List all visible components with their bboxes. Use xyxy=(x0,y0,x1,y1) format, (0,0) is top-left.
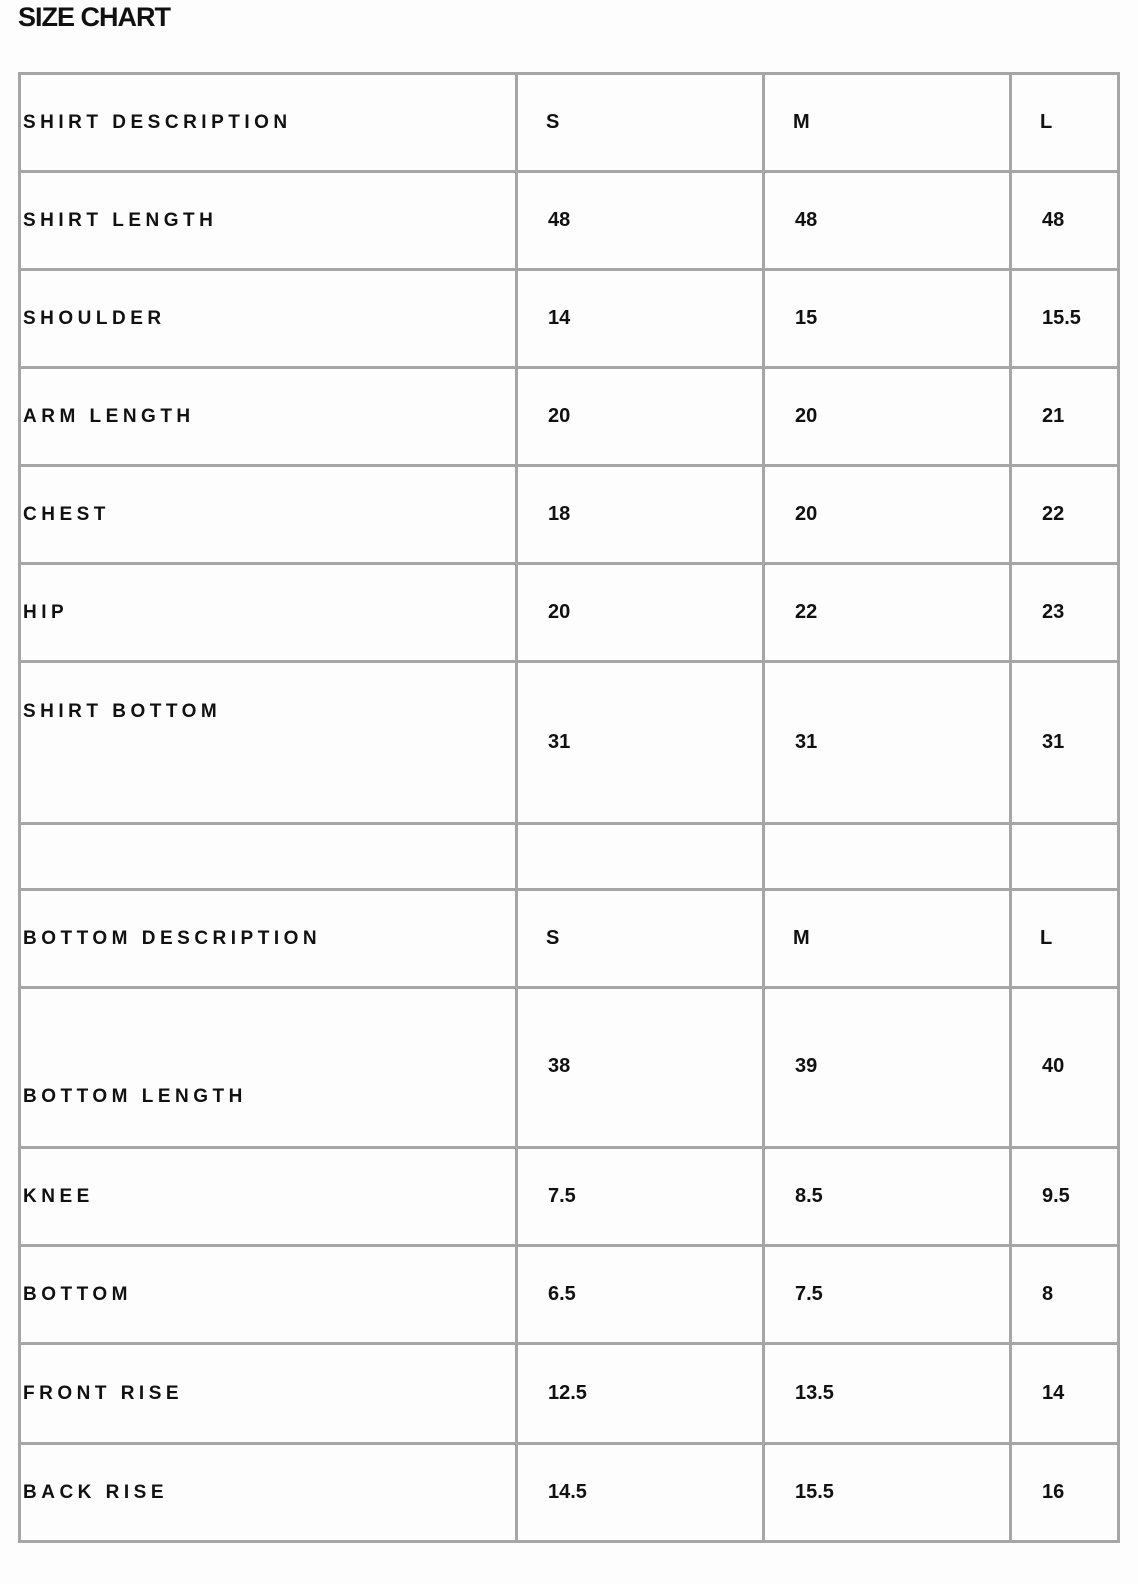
size-value-cell: 14 xyxy=(515,268,765,369)
size-value-cell xyxy=(1009,822,1120,891)
size-value-cell: 48 xyxy=(1009,170,1120,271)
row-label: SHIRT BOTTOM xyxy=(18,660,518,825)
size-value-cell: 21 xyxy=(1009,366,1120,467)
size-value-cell: 39 xyxy=(762,986,1012,1149)
size-value-cell: 20 xyxy=(762,366,1012,467)
row-label: SHOULDER xyxy=(18,268,518,369)
size-chart-table: SHIRT DESCRIPTION S M L SHIRT LENGTH 48 48 48 SH… xyxy=(18,72,1120,1543)
table-row: CHEST 18 20 22 xyxy=(18,464,1120,565)
size-value-cell: 16 xyxy=(1009,1442,1120,1543)
size-value-cell: 31 xyxy=(515,660,765,825)
size-value-cell: 12.5 xyxy=(515,1342,765,1445)
size-header-cell: S xyxy=(515,888,765,989)
size-value-cell: 7.5 xyxy=(762,1244,1012,1345)
table-row: BACK RISE 14.5 15.5 16 xyxy=(18,1442,1120,1543)
table-row: SHOULDER 14 15 15.5 xyxy=(18,268,1120,369)
page-title: SIZE CHART xyxy=(18,2,171,32)
size-value-cell: 9.5 xyxy=(1009,1146,1120,1247)
row-label: BOTTOM DESCRIPTION xyxy=(18,888,518,989)
size-value-cell: 38 xyxy=(515,986,765,1149)
row-label xyxy=(18,822,518,891)
row-label: KNEE xyxy=(18,1146,518,1247)
size-header-cell: M xyxy=(762,72,1012,173)
size-value-cell: 18 xyxy=(515,464,765,565)
size-header-cell: L xyxy=(1009,888,1120,989)
size-value-cell: 40 xyxy=(1009,986,1120,1149)
table-row: SHIRT LENGTH 48 48 48 xyxy=(18,170,1120,271)
row-label: SHIRT DESCRIPTION xyxy=(18,72,518,173)
row-label: BOTTOM xyxy=(18,1244,518,1345)
size-value-cell: 15.5 xyxy=(762,1442,1012,1543)
size-value-cell: 20 xyxy=(515,366,765,467)
size-header-cell: S xyxy=(515,72,765,173)
size-value-cell: 13.5 xyxy=(762,1342,1012,1445)
row-label: BOTTOM LENGTH xyxy=(18,986,518,1149)
size-value-cell: 22 xyxy=(1009,464,1120,565)
table-row: KNEE 7.5 8.5 9.5 xyxy=(18,1146,1120,1247)
size-value-cell: 6.5 xyxy=(515,1244,765,1345)
size-value-cell xyxy=(762,822,1012,891)
table-row xyxy=(18,822,1120,891)
row-label: SHIRT LENGTH xyxy=(18,170,518,271)
size-value-cell: 23 xyxy=(1009,562,1120,663)
size-value-cell: 20 xyxy=(762,464,1012,565)
table-row: SHIRT BOTTOM 31 31 31 xyxy=(18,660,1120,825)
size-value-cell: 15.5 xyxy=(1009,268,1120,369)
row-label: HIP xyxy=(18,562,518,663)
size-value-cell: 22 xyxy=(762,562,1012,663)
row-label: ARM LENGTH xyxy=(18,366,518,467)
row-label: BACK RISE xyxy=(18,1442,518,1543)
size-value-cell: 20 xyxy=(515,562,765,663)
size-value-cell: 48 xyxy=(515,170,765,271)
size-header-cell: M xyxy=(762,888,1012,989)
size-value-cell: 31 xyxy=(762,660,1012,825)
row-label: CHEST xyxy=(18,464,518,565)
size-value-cell: 7.5 xyxy=(515,1146,765,1247)
table-row: FRONT RISE 12.5 13.5 14 xyxy=(18,1342,1120,1445)
size-value-cell: 48 xyxy=(762,170,1012,271)
table-header-row: BOTTOM DESCRIPTION S M L xyxy=(18,888,1120,989)
size-value-cell: 14 xyxy=(1009,1342,1120,1445)
table-row: BOTTOM LENGTH 38 39 40 xyxy=(18,986,1120,1149)
size-value-cell: 15 xyxy=(762,268,1012,369)
size-header-cell: L xyxy=(1009,72,1120,173)
table-row: ARM LENGTH 20 20 21 xyxy=(18,366,1120,467)
table-header-row: SHIRT DESCRIPTION S M L xyxy=(18,72,1120,173)
size-value-cell: 8.5 xyxy=(762,1146,1012,1247)
size-value-cell: 14.5 xyxy=(515,1442,765,1543)
size-value-cell: 8 xyxy=(1009,1244,1120,1345)
table-row: BOTTOM 6.5 7.5 8 xyxy=(18,1244,1120,1345)
size-value-cell: 31 xyxy=(1009,660,1120,825)
table-row: HIP 20 22 23 xyxy=(18,562,1120,663)
row-label: FRONT RISE xyxy=(18,1342,518,1445)
size-value-cell xyxy=(515,822,765,891)
